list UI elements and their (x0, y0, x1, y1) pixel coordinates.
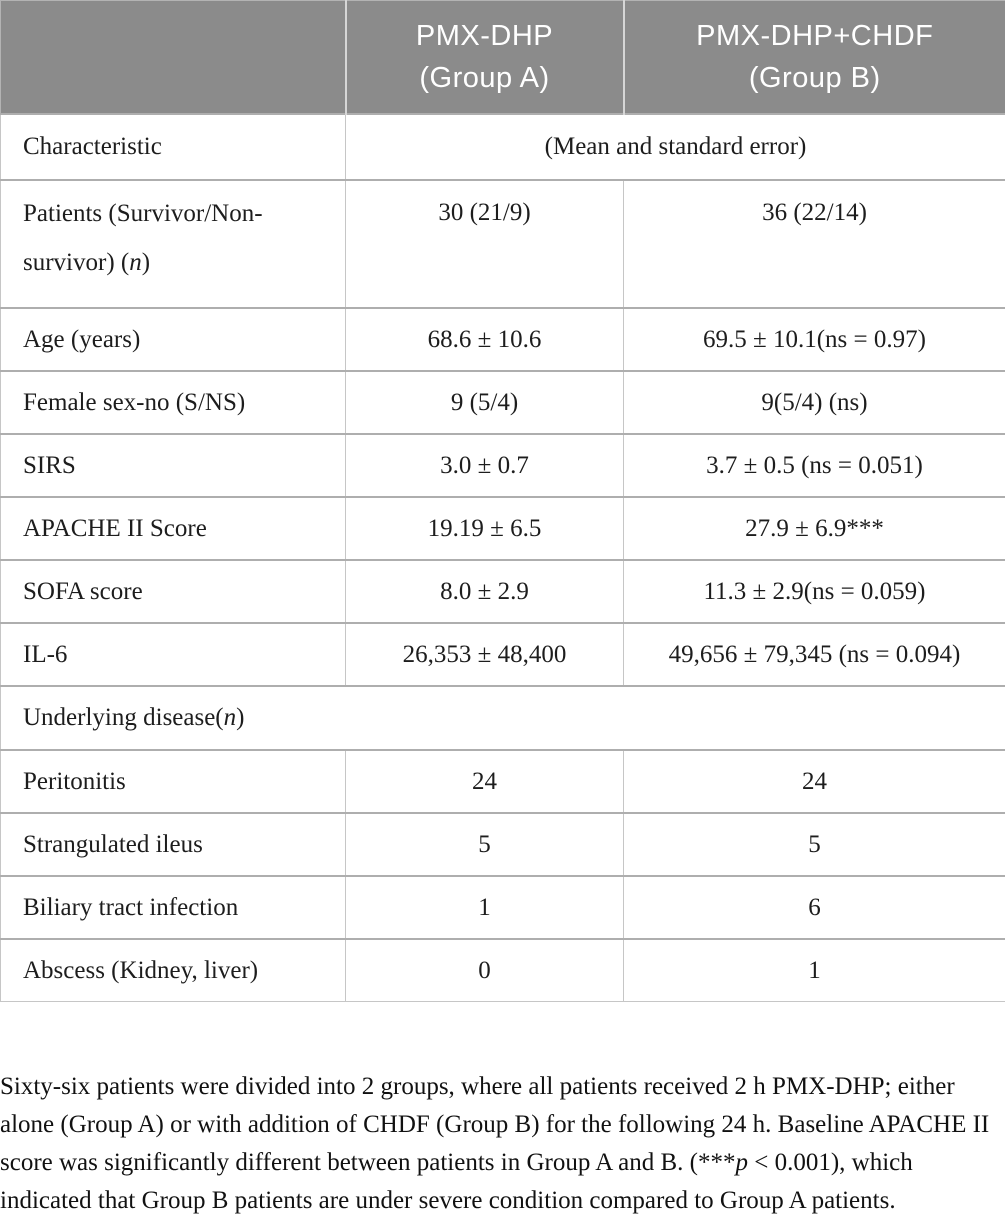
group-b-value: 24 (624, 750, 1005, 813)
table-row: IL-6 26,353 ± 48,400 49,656 ± 79,345 (ns… (1, 623, 1005, 686)
table-row: Peritonitis 24 24 (1, 750, 1005, 813)
group-a-value: 8.0 ± 2.9 (346, 560, 624, 623)
group-b-value: 27.9 ± 6.9*** (624, 497, 1005, 560)
table-row: Strangulated ileus 5 5 (1, 813, 1005, 876)
group-b-value: 49,656 ± 79,345 (ns = 0.094) (624, 623, 1005, 686)
characteristic-label: Characteristic (1, 114, 346, 180)
group-a-name: PMX-DHP (416, 20, 553, 52)
group-a-value: 19.19 ± 6.5 (346, 497, 624, 560)
group-a-value: 1 (346, 876, 624, 939)
footnote-italic-p: p (735, 1149, 748, 1176)
table-row: Abscess (Kidney, liver) 0 1 (1, 939, 1005, 1002)
group-b-value: 36 (22/14) (624, 180, 1005, 308)
header-group-a: PMX-DHP (Group A) (346, 1, 624, 115)
group-b-value: 11.3 ± 2.9(ns = 0.059) (624, 560, 1005, 623)
row-label: SIRS (1, 434, 346, 497)
row-label: SOFA score (1, 560, 346, 623)
header-empty-cell (1, 1, 346, 115)
subheader-row: Characteristic (Mean and standard error) (1, 114, 1005, 180)
group-b-value: 69.5 ± 10.1(ns = 0.97) (624, 308, 1005, 371)
row-label: Peritonitis (1, 750, 346, 813)
group-b-name: PMX-DHP+CHDF (696, 20, 933, 52)
row-label: Biliary tract infection (1, 876, 346, 939)
section-label-text: Underlying disease( (23, 704, 224, 731)
group-b-value: 3.7 ± 0.5 (ns = 0.051) (624, 434, 1005, 497)
group-b-label: (Group B) (749, 62, 881, 94)
table-row-patients: Patients (Survivor/Non-survivor) (n) 30 … (1, 180, 1005, 308)
group-a-value: 24 (346, 750, 624, 813)
row-label: Age (years) (1, 308, 346, 371)
row-label-italic-n: n (129, 249, 142, 276)
table-header: PMX-DHP (Group A) PMX-DHP+CHDF (Group B) (1, 1, 1005, 115)
table-row: Biliary tract infection 1 6 (1, 876, 1005, 939)
table-row: SIRS 3.0 ± 0.7 3.7 ± 0.5 (ns = 0.051) (1, 434, 1005, 497)
table-row: SOFA score 8.0 ± 2.9 11.3 ± 2.9(ns = 0.0… (1, 560, 1005, 623)
table-row: Age (years) 68.6 ± 10.6 69.5 ± 10.1(ns =… (1, 308, 1005, 371)
row-label: Patients (Survivor/Non-survivor) (n) (1, 180, 346, 308)
group-a-value: 5 (346, 813, 624, 876)
header-row: PMX-DHP (Group A) PMX-DHP+CHDF (Group B) (1, 1, 1005, 115)
section-label: Underlying disease(n) (1, 686, 1005, 750)
header-group-b: PMX-DHP+CHDF (Group B) (624, 1, 1005, 115)
table-footnote: Sixty-six patients were divided into 2 g… (0, 1068, 1005, 1220)
mean-se-label: (Mean and standard error) (346, 114, 1005, 180)
row-label: Female sex-no (S/NS) (1, 371, 346, 434)
group-a-value: 26,353 ± 48,400 (346, 623, 624, 686)
table-row: Female sex-no (S/NS) 9 (5/4) 9(5/4) (ns) (1, 371, 1005, 434)
group-a-value: 30 (21/9) (346, 180, 624, 308)
section-label-italic-n: n (224, 704, 237, 731)
table-row: APACHE II Score 19.19 ± 6.5 27.9 ± 6.9**… (1, 497, 1005, 560)
patient-characteristics-table: PMX-DHP (Group A) PMX-DHP+CHDF (Group B)… (0, 0, 1005, 1002)
group-a-value: 68.6 ± 10.6 (346, 308, 624, 371)
group-a-label: (Group A) (419, 62, 549, 94)
row-label-text: ) (142, 249, 150, 276)
section-header-row: Underlying disease(n) (1, 686, 1005, 750)
group-a-value: 9 (5/4) (346, 371, 624, 434)
group-b-value: 9(5/4) (ns) (624, 371, 1005, 434)
group-b-value: 6 (624, 876, 1005, 939)
row-label: Strangulated ileus (1, 813, 346, 876)
group-a-value: 0 (346, 939, 624, 1002)
section-label-text: ) (236, 704, 244, 731)
group-b-value: 5 (624, 813, 1005, 876)
group-b-value: 1 (624, 939, 1005, 1002)
row-label: APACHE II Score (1, 497, 346, 560)
row-label: IL-6 (1, 623, 346, 686)
table-body: Characteristic (Mean and standard error)… (1, 114, 1005, 1002)
row-label: Abscess (Kidney, liver) (1, 939, 346, 1002)
group-a-value: 3.0 ± 0.7 (346, 434, 624, 497)
